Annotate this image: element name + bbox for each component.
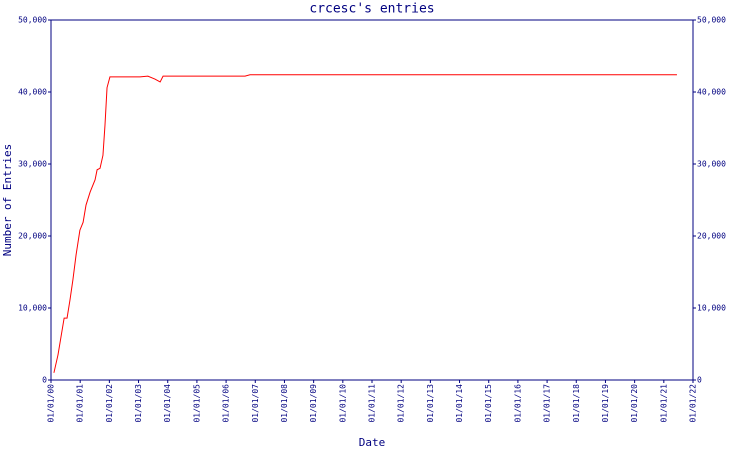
- x-tick-label: 01/01/11: [368, 384, 377, 423]
- x-tick-label: 01/01/00: [47, 384, 56, 423]
- y2-tick-label: 40,000: [697, 88, 726, 97]
- x-tick-label: 01/01/07: [251, 384, 260, 423]
- x-tick-label: 01/01/09: [309, 384, 318, 423]
- x-tick-label: 01/01/19: [601, 384, 610, 423]
- chart-title: crcesc's entries: [309, 2, 434, 17]
- x-tick-label: 01/01/03: [134, 384, 143, 423]
- x-tick-label: 01/01/08: [280, 384, 289, 423]
- y-tick-label: 40,000: [18, 88, 47, 97]
- y-tick-label: 30,000: [18, 160, 47, 169]
- x-tick-label: 01/01/18: [572, 384, 581, 423]
- y-tick-label: 20,000: [18, 232, 47, 241]
- x-tick-label: 01/01/06: [222, 384, 231, 423]
- x-tick-label: 01/01/14: [455, 384, 464, 423]
- data-line: [53, 74, 677, 373]
- x-tick-label: 01/01/21: [659, 384, 668, 423]
- x-tick-label: 01/01/15: [484, 384, 493, 423]
- x-tick-label: 01/01/04: [163, 384, 172, 423]
- y-tick-label: 50,000: [18, 16, 47, 25]
- plot-frame: [50, 19, 694, 381]
- y-tick-label: 0: [42, 376, 47, 385]
- x-tick-label: 01/01/13: [426, 384, 435, 423]
- x-tick-label: 01/01/05: [192, 384, 201, 423]
- x-tick-label: 01/01/22: [689, 384, 698, 423]
- x-axis-label: Date: [359, 436, 386, 449]
- y2-tick-label: 50,000: [697, 16, 726, 25]
- y2-tick-label: 30,000: [697, 160, 726, 169]
- y2-tick-label: 20,000: [697, 232, 726, 241]
- x-tick-label: 01/01/10: [338, 384, 347, 423]
- x-tick-label: 01/01/02: [105, 384, 114, 423]
- x-tick-label: 01/01/12: [397, 384, 406, 423]
- y2-tick-label: 10,000: [697, 304, 726, 313]
- x-tick-label: 01/01/20: [630, 384, 639, 423]
- y-axis-label: Number of Entries: [1, 144, 14, 257]
- x-tick-label: 01/01/17: [543, 384, 552, 423]
- y-tick-label: 10,000: [18, 304, 47, 313]
- x-tick-label: 01/01/01: [76, 384, 85, 423]
- x-tick-label: 01/01/16: [513, 384, 522, 423]
- y2-tick-label: 0: [697, 376, 702, 385]
